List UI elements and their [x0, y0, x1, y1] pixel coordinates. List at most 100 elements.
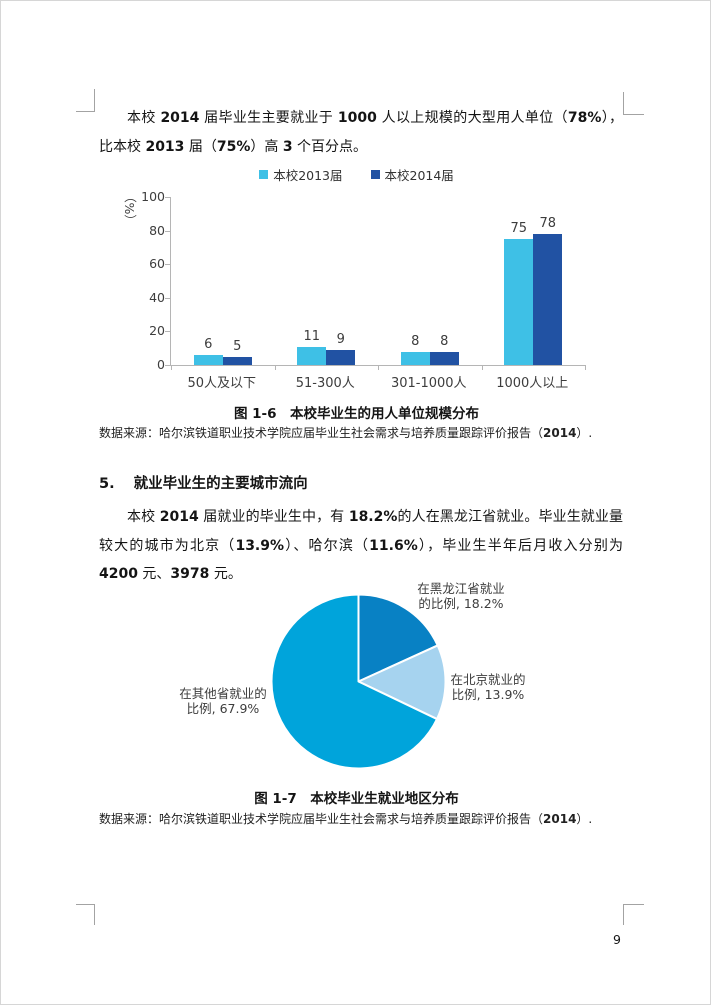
- text-segment: 11.6%: [369, 537, 418, 554]
- text-segment: 届毕业生主要就业于: [199, 110, 338, 126]
- legend-label-2014: 本校2014届: [384, 168, 454, 183]
- text-segment: ），毕业生半年后月收入分别为: [417, 537, 624, 554]
- y-tick-label: 20: [149, 323, 165, 339]
- section-5-heading: 5. 就业毕业生的主要城市流向: [99, 472, 308, 493]
- text-segment: 3: [282, 138, 293, 155]
- crop-mark-top-right-icon: [623, 92, 644, 115]
- text-segment: ）.: [576, 426, 593, 440]
- text-segment: 届（: [184, 138, 217, 155]
- text-segment: 13.9%: [235, 537, 285, 554]
- bar-2013-cat0: [193, 355, 223, 365]
- bar-value-label: 8: [440, 334, 449, 349]
- bar-plot: 6 5 11 9 8 8 75 78: [165, 197, 586, 370]
- y-tick-mark-icon: [165, 365, 171, 366]
- x-tick-mark-icon: [274, 365, 276, 370]
- text-segment: ），比本校: [99, 110, 624, 155]
- figure-1-7-source: 数据来源：哈尔滨铁道职业技术学院应届毕业生社会需求与培养质量跟踪评价报告（201…: [99, 810, 644, 827]
- legend-swatch-2014-icon: [370, 170, 380, 179]
- bar-chart-y-axis-title: （%）: [122, 190, 137, 227]
- bar-2014-cat0: [222, 357, 252, 365]
- x-tick-mark-icon: [481, 365, 483, 370]
- text-segment: 个百分点。: [292, 138, 368, 155]
- y-tick-mark-icon: [165, 197, 171, 198]
- text-segment: 75%: [216, 138, 251, 155]
- x-tick-mark-icon: [378, 365, 379, 370]
- bar-2014-cat3: [533, 234, 563, 365]
- y-tick-mark-icon: [165, 230, 171, 232]
- x-category-label: 301-1000人: [390, 376, 467, 391]
- x-tick-mark-icon: [585, 365, 586, 370]
- bar-value-label: 78: [539, 216, 557, 231]
- x-tick-mark-icon: [171, 365, 172, 370]
- bar-2013-cat3: [504, 239, 534, 365]
- y-tick-mark-icon: [165, 264, 171, 266]
- bar-2013-cat1: [297, 347, 327, 365]
- bar-2014-cat1: [326, 350, 356, 365]
- bar-value-label: 11: [303, 329, 321, 344]
- bar-chart-y-axis: 0 20 40 60 80 100: [113, 190, 165, 372]
- bar-value-label: 75: [510, 221, 528, 236]
- pie-slice-0: [357, 593, 439, 683]
- pie-label-beijing: 在北京就业的 比例, 13.9%: [427, 672, 549, 702]
- x-category-label: 50人及以下: [187, 376, 257, 391]
- y-tick-mark-icon: [165, 331, 171, 333]
- text-segment: 元、: [137, 566, 171, 582]
- text-segment: 2013: [145, 138, 185, 155]
- legend-item-2014: 本校2014届: [370, 165, 454, 184]
- bar-chart-legend: 本校2013届 本校2014届: [1, 165, 710, 184]
- pie-label-heilongjiang: 在黑龙江省就业 的比例, 18.2%: [395, 581, 527, 611]
- text-segment: 3978: [170, 566, 210, 582]
- bar-2014-cat2: [429, 352, 459, 365]
- text-segment: 数据来源：哈尔滨铁道职业技术学院应届毕业生社会需求与培养质量跟踪评价报告（: [99, 812, 544, 826]
- y-tick-label: 40: [149, 289, 165, 305]
- bar-value-label: 5: [233, 339, 242, 354]
- text-segment: 届就业的毕业生中，有: [198, 509, 349, 525]
- crop-mark-bottom-right-icon: [623, 904, 644, 925]
- pie-label-other-provinces-line1: 在其他省就业的: [179, 686, 267, 701]
- pie-label-heilongjiang-line1: 在黑龙江省就业: [417, 581, 505, 596]
- y-tick-label: 80: [149, 222, 165, 238]
- paragraph-employer-size: 本校 2014 届毕业生主要就业于 1000 人以上规模的大型用人单位（78%）…: [99, 104, 623, 161]
- bar-chart-x-axis-labels: 50人及以下 51-300人 301-1000人 1000人以上: [170, 372, 584, 391]
- pie-label-other-provinces: 在其他省就业的 比例, 67.9%: [159, 686, 287, 716]
- text-segment: 人以上规模的大型用人单位（: [376, 110, 568, 126]
- figure-1-7-caption: 图 1-7 本校毕业生就业地区分布: [254, 791, 459, 807]
- text-segment: 1000: [337, 110, 377, 126]
- x-category-label: 1000人以上: [496, 376, 569, 391]
- bar-2013-cat2: [400, 352, 430, 365]
- pie-label-other-provinces-line2: 比例, 67.9%: [186, 701, 260, 716]
- paragraph-city-flow: 本校 2014 届就业的毕业生中，有 18.2%的人在黑龙江省就业。毕业生就业量…: [99, 503, 623, 589]
- text-segment: 的人在黑龙江省就业。毕业生就业量较大的城市为北京（: [99, 509, 624, 554]
- figure-1-6-caption: 图 1-6 本校毕业生的用人单位规模分布: [233, 406, 480, 422]
- page-number: 9: [613, 932, 621, 947]
- text-segment: ）高: [250, 138, 283, 155]
- text-segment: 2014: [543, 426, 577, 440]
- text-segment: 本校: [127, 509, 160, 525]
- y-tick-label: 60: [149, 256, 165, 272]
- pie-slice-1: [357, 644, 447, 721]
- pie-label-beijing-line1: 在北京就业的: [450, 672, 526, 687]
- legend-swatch-2013-icon: [259, 170, 269, 179]
- bar-value-label: 9: [336, 332, 345, 347]
- y-tick-mark-icon: [165, 297, 171, 299]
- section-5-number: 5.: [99, 476, 115, 492]
- text-segment: ）.: [576, 812, 593, 826]
- pie-label-heilongjiang-line2: 的比例, 18.2%: [418, 596, 504, 611]
- pie-label-beijing-line2: 比例, 13.9%: [451, 687, 525, 702]
- text-segment: 2014: [160, 110, 200, 126]
- x-category-label: 51-300人: [295, 376, 355, 391]
- text-segment: ）、哈尔滨（: [284, 537, 370, 554]
- bar-value-label: 8: [411, 334, 420, 349]
- legend-item-2013: 本校2013届: [259, 165, 343, 184]
- y-tick-label: 0: [157, 357, 165, 372]
- pie-slice-2: [270, 593, 438, 770]
- text-segment: 数据来源：哈尔滨铁道职业技术学院应届毕业生社会需求与培养质量跟踪评价报告（: [99, 426, 544, 440]
- text-segment: 18.2%: [348, 509, 398, 525]
- text-segment: 本校: [127, 110, 161, 126]
- text-segment: 4200: [99, 566, 138, 582]
- bar-value-label: 6: [204, 337, 213, 352]
- text-segment: 元。: [209, 566, 242, 582]
- figure-1-6-source: 数据来源：哈尔滨铁道职业技术学院应届毕业生社会需求与培养质量跟踪评价报告（201…: [99, 424, 644, 441]
- crop-mark-bottom-left-icon: [76, 904, 95, 925]
- text-segment: 78%: [567, 110, 602, 126]
